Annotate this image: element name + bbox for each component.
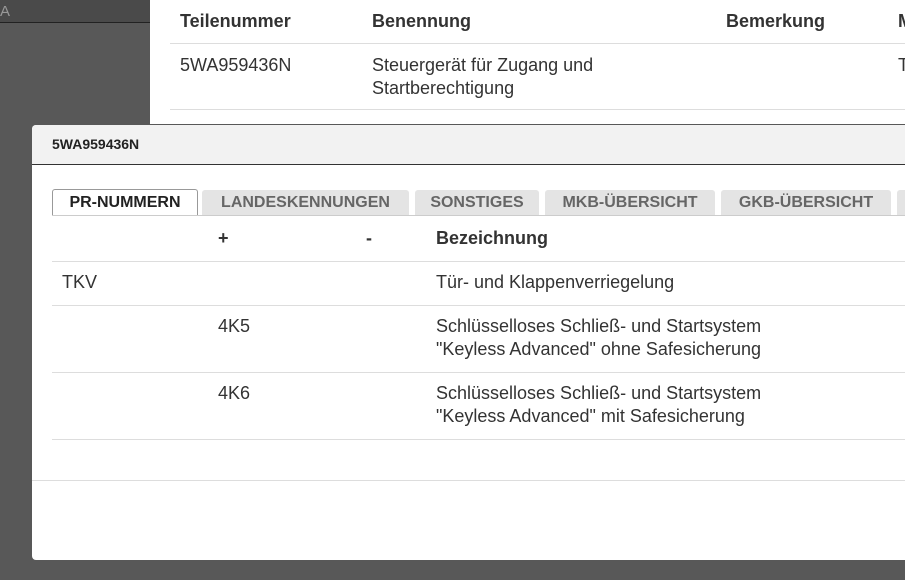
column-header: Bemerkung bbox=[726, 11, 826, 31]
tab[interactable] bbox=[897, 190, 905, 215]
row-divider bbox=[52, 261, 905, 262]
text-line: Schlüsselloses Schließ- und Startsystem bbox=[436, 383, 762, 403]
text-line: Schlüsselloses Schließ- und Startsystem bbox=[436, 316, 762, 336]
text-line: Steuergerät für Zugang und bbox=[372, 55, 594, 75]
dialog-title: 5WA959436N bbox=[52, 136, 140, 152]
tab[interactable]: PR-NUMMERN bbox=[52, 189, 198, 215]
column-header: + bbox=[218, 228, 229, 248]
field-text: A bbox=[0, 3, 11, 20]
row-divider bbox=[52, 439, 905, 440]
row-divider bbox=[170, 109, 905, 110]
column-header: - bbox=[366, 228, 372, 248]
cell-text: T bbox=[898, 55, 905, 75]
cell-description: Tür- und Klappenverriegelung bbox=[436, 271, 674, 294]
input-field[interactable]: A bbox=[0, 0, 150, 23]
tab-underline bbox=[52, 215, 905, 216]
cell-code: TKV bbox=[62, 272, 98, 292]
column-header: M bbox=[898, 11, 905, 32]
dialog: 5WA959436N PR-NUMMERN LANDESKENNUNGEN SONS… bbox=[32, 125, 905, 560]
dialog-header: 5WA959436N bbox=[32, 125, 905, 165]
cell-plus: 4K5 bbox=[218, 316, 251, 336]
text-line: Tür- und Klappenverriegelung bbox=[436, 272, 675, 292]
row-divider bbox=[170, 43, 905, 44]
cell-description: Schlüsselloses Schließ- und Startsystem "… bbox=[436, 382, 761, 428]
part-name: Steuergerät für Zugang und Startberechti… bbox=[372, 54, 593, 100]
background-table: Teilenummer Benennung Bemerkung M 5WA959… bbox=[150, 0, 905, 124]
part-number: 5WA959436N bbox=[180, 55, 292, 75]
tab[interactable]: GKB-ÜBERSICHT bbox=[721, 190, 891, 215]
cell-plus: 4K6 bbox=[218, 383, 251, 403]
tab[interactable]: MKB-ÜBERSICHT bbox=[545, 190, 715, 215]
tab[interactable]: LANDESKENNUNGEN bbox=[202, 190, 409, 215]
column-header: Benennung bbox=[372, 11, 471, 31]
cell-description: Schlüsselloses Schließ- und Startsystem "… bbox=[436, 315, 761, 361]
tab[interactable]: SONSTIGES bbox=[415, 190, 539, 215]
row-divider bbox=[52, 305, 905, 306]
row-divider bbox=[52, 372, 905, 373]
footer-divider bbox=[32, 480, 905, 481]
column-header: Teilenummer bbox=[180, 11, 291, 31]
text-line: "Keyless Advanced" ohne Safesicherung bbox=[436, 339, 761, 359]
text-line: Startberechtigung bbox=[372, 78, 515, 98]
column-header: Bezeichnung bbox=[436, 228, 549, 248]
text-line: "Keyless Advanced" mit Safesicherung bbox=[436, 406, 745, 426]
